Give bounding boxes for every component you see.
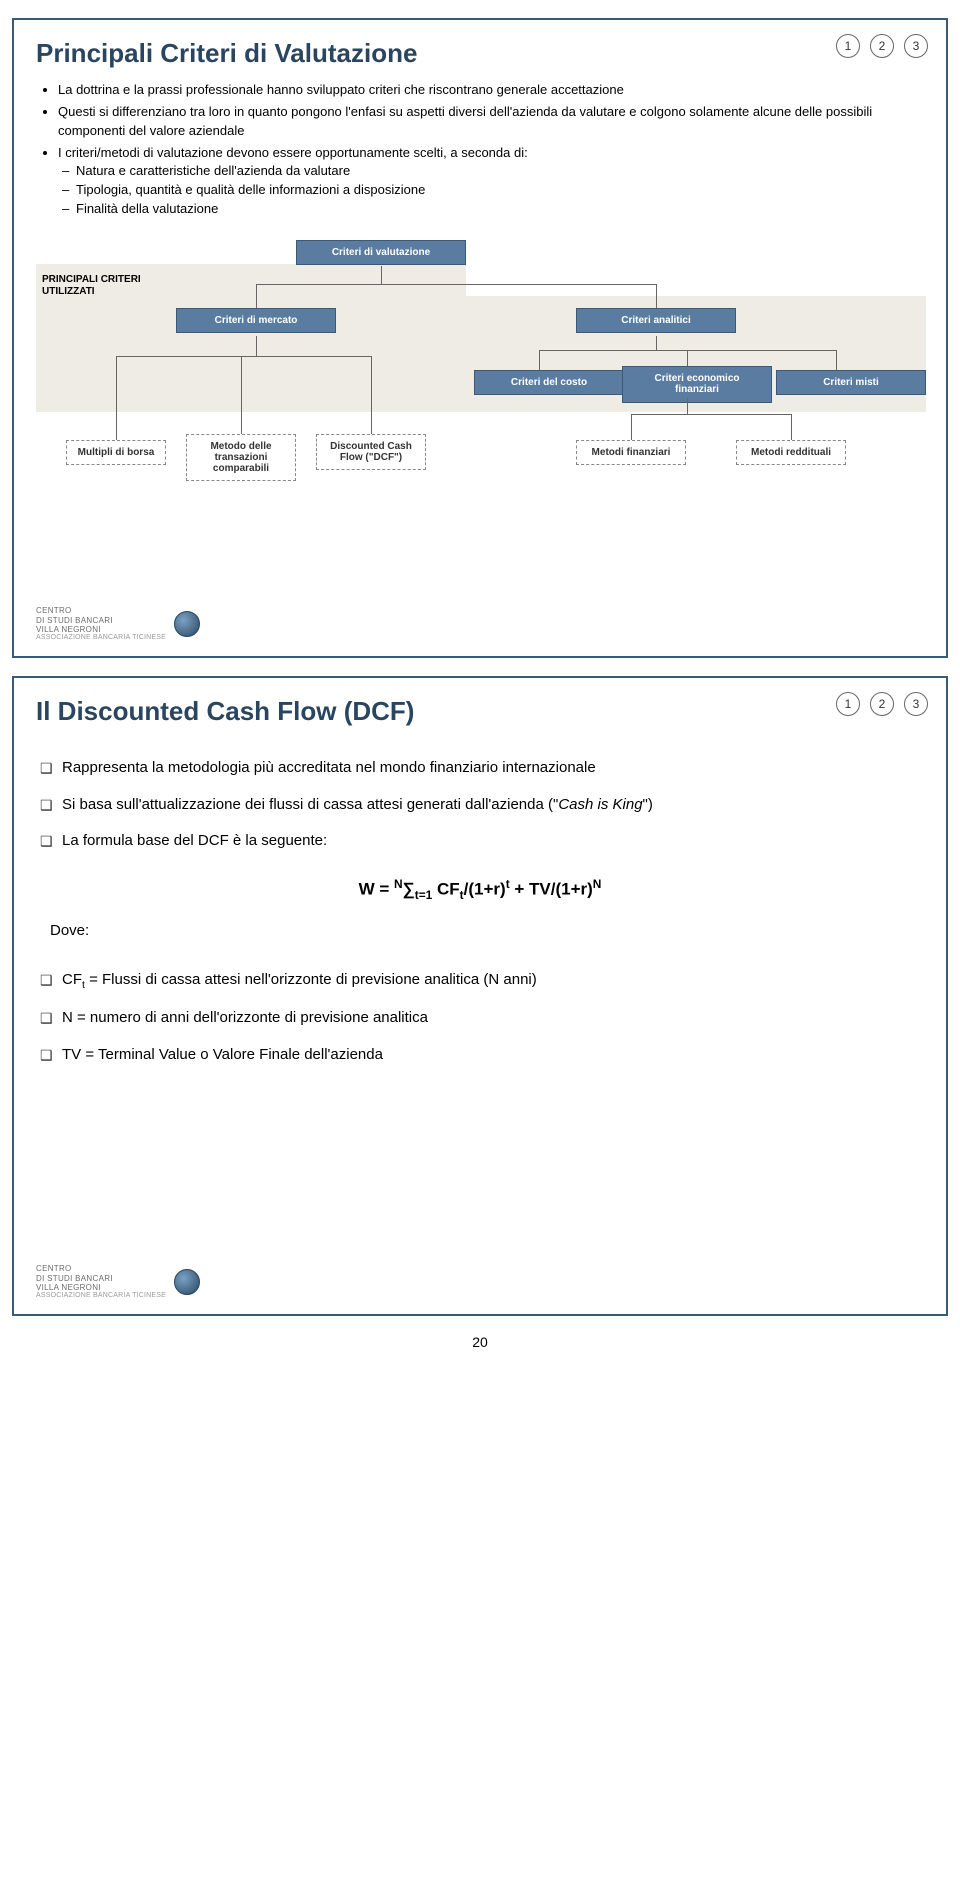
slide-1-title: Principali Criteri di Valutazione [36, 38, 924, 69]
slide-1: Principali Criteri di Valutazione 1 2 3 … [12, 18, 948, 658]
def: CFt = Flussi di cassa attesi nell'orizzo… [62, 969, 924, 994]
sub-bullet: Tipologia, quantità e qualità delle info… [76, 181, 924, 200]
f: N [593, 877, 602, 891]
badge: 1 [836, 34, 860, 58]
leaf-metfin: Metodi finanziari [576, 440, 686, 465]
logo-line: DI STUDI BANCARI [36, 616, 166, 625]
logo-line: VILLA NEGRONI [36, 1283, 166, 1292]
slide-1-badges: 1 2 3 [836, 34, 928, 58]
slide-2-body: Rappresenta la metodologia più accredita… [36, 757, 924, 867]
logo-line: DI STUDI BANCARI [36, 1274, 166, 1283]
slide-2-badges: 1 2 3 [836, 692, 928, 716]
bullet: Questi si differenziano tra loro in quan… [58, 103, 924, 141]
footer-logo: CENTRO DI STUDI BANCARI VILLA NEGRONI AS… [36, 596, 924, 642]
node-costo: Criteri del costo [474, 370, 624, 395]
f: W = [359, 879, 394, 898]
f: /(1+r) [464, 879, 506, 898]
leaf-metredd: Metodi reddituali [736, 440, 846, 465]
bullet: I criteri/metodi di valutazione devono e… [58, 144, 924, 219]
dove-label: Dove: [50, 922, 924, 939]
def: TV = Terminal Value o Valore Finale dell… [62, 1044, 924, 1067]
criteria-diagram: Criteri di valutazione PRINCIPALI CRITER… [36, 236, 924, 526]
bullet: La dottrina e la prassi professionale ha… [58, 81, 924, 100]
node-analitici: Criteri analitici [576, 308, 736, 333]
t: = Flussi di cassa attesi nell'orizzonte … [85, 971, 537, 988]
dcf-formula: W = N∑t=1 CFt/(1+r)t + TV/(1+r)N [36, 877, 924, 902]
logo-icon [174, 611, 200, 637]
logo-icon [174, 1269, 200, 1295]
badge: 3 [904, 34, 928, 58]
f: ∑ [403, 879, 415, 898]
logo-line: CENTRO [36, 606, 166, 615]
principal-label: PRINCIPALI CRITERI UTILIZZATI [42, 274, 172, 298]
node-misti: Criteri misti [776, 370, 926, 395]
logo-line: VILLA NEGRONI [36, 625, 166, 634]
leaf-dcf: Discounted Cash Flow ("DCF") [316, 434, 426, 470]
slide-2-title: Il Discounted Cash Flow (DCF) [36, 696, 924, 727]
f: t=1 [415, 888, 433, 902]
f: CF [432, 879, 459, 898]
f: + TV/(1+r) [510, 879, 593, 898]
sub-bullet: Natura e caratteristiche dell'azienda da… [76, 162, 924, 181]
leaf-transazioni: Metodo delle transazioni comparabili [186, 434, 296, 481]
leaf-multipli: Multipli di borsa [66, 440, 166, 465]
sub-bullet: Finalità della valutazione [76, 200, 924, 219]
slide-1-bullets: La dottrina e la prassi professionale ha… [36, 81, 924, 222]
point: La formula base del DCF è la seguente: [62, 830, 924, 853]
node-econfin: Criteri economico finanziari [622, 366, 772, 403]
badge: 2 [870, 692, 894, 716]
text: Si basa sull'attualizzazione dei flussi … [62, 796, 558, 813]
logo-assoc: ASSOCIAZIONE BANCARIA TICINESE [36, 634, 166, 642]
bullet-text: I criteri/metodi di valutazione devono e… [58, 145, 528, 160]
badge: 3 [904, 692, 928, 716]
badge: 1 [836, 692, 860, 716]
text-italic: Cash is King [558, 796, 642, 813]
logo-text: CENTRO DI STUDI BANCARI VILLA NEGRONI AS… [36, 606, 166, 642]
def: N = numero di anni dell'orizzonte di pre… [62, 1007, 924, 1030]
node-mercato: Criteri di mercato [176, 308, 336, 333]
text: ") [643, 796, 653, 813]
point: Rappresenta la metodologia più accredita… [62, 757, 924, 780]
slide-2: Il Discounted Cash Flow (DCF) 1 2 3 Rapp… [12, 676, 948, 1316]
logo-text: CENTRO DI STUDI BANCARI VILLA NEGRONI AS… [36, 1264, 166, 1300]
badge: 2 [870, 34, 894, 58]
f: N [394, 877, 403, 891]
footer-logo: CENTRO DI STUDI BANCARI VILLA NEGRONI AS… [36, 1254, 924, 1300]
definitions: CFt = Flussi di cassa attesi nell'orizzo… [36, 969, 924, 1081]
logo-assoc: ASSOCIAZIONE BANCARIA TICINESE [36, 1292, 166, 1300]
logo-line: CENTRO [36, 1264, 166, 1273]
point: Si basa sull'attualizzazione dei flussi … [62, 794, 924, 817]
node-root: Criteri di valutazione [296, 240, 466, 265]
t: CF [62, 971, 82, 988]
page-number: 20 [0, 1334, 960, 1350]
